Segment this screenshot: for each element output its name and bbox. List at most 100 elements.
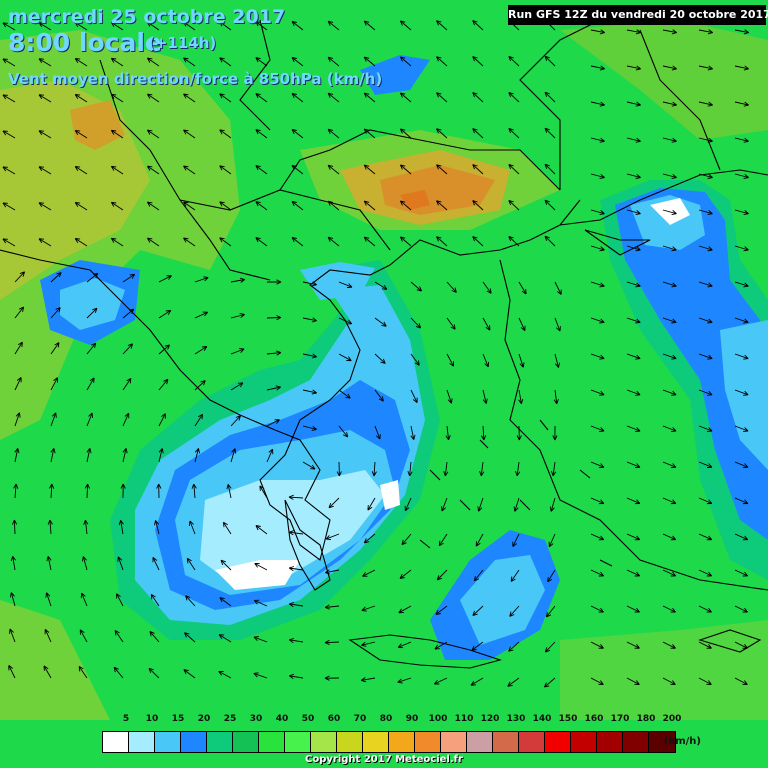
wind-arrow	[183, 93, 196, 103]
wind-arrow	[436, 200, 448, 211]
wind-arrow	[327, 56, 340, 67]
wind-arrow	[734, 29, 750, 35]
wind-arrow	[472, 236, 484, 247]
wind-arrow	[194, 380, 206, 391]
wind-arrow	[147, 93, 160, 103]
wind-arrow	[230, 348, 245, 355]
wind-arrow	[120, 483, 126, 499]
wind-arrow	[544, 55, 556, 67]
wind-arrow	[219, 165, 232, 175]
wind-arrow	[662, 137, 677, 143]
wind-arrow	[327, 128, 340, 139]
wind-arrow	[38, 94, 52, 103]
wind-arrow	[626, 101, 641, 107]
wind-arrow	[325, 569, 340, 575]
legend-swatch	[649, 732, 675, 752]
wind-arrow	[14, 306, 25, 319]
wind-arrow	[74, 58, 88, 67]
wind-arrow	[626, 353, 641, 360]
legend-swatch	[467, 732, 493, 752]
wind-arrow	[398, 605, 412, 614]
wind-arrow	[189, 520, 196, 535]
legend-label: 180	[636, 714, 656, 724]
wind-arrow	[79, 629, 88, 643]
wind-arrow	[734, 317, 749, 324]
wind-arrow	[436, 92, 448, 103]
wind-arrow	[46, 556, 52, 571]
wind-arrow	[374, 281, 388, 290]
wind-arrow	[255, 93, 268, 103]
wind-arrow	[518, 317, 526, 332]
wind-arrow	[8, 665, 16, 679]
wind-arrow	[84, 483, 91, 499]
wind-arrow	[399, 236, 412, 247]
wind-arrow	[81, 556, 88, 571]
wind-arrow	[83, 519, 89, 535]
wind-arrow	[626, 533, 641, 541]
wind-arrow	[399, 164, 412, 175]
wind-arrow	[2, 22, 16, 31]
wind-arrow	[374, 317, 387, 327]
wind-arrow	[219, 201, 232, 211]
wind-arrow	[518, 281, 527, 295]
wind-arrow	[2, 166, 16, 175]
wind-arrow	[291, 92, 304, 103]
wind-arrow	[158, 448, 164, 463]
wind-arrow	[14, 448, 20, 463]
wind-arrow	[336, 461, 342, 477]
wind-arrow	[230, 448, 237, 463]
wind-arrow	[734, 137, 749, 143]
wind-arrow	[186, 557, 196, 571]
wind-arrow	[266, 385, 281, 391]
wind-arrow	[626, 461, 641, 469]
wind-arrow	[302, 389, 317, 395]
wind-arrow	[734, 101, 749, 107]
wind-arrow	[2, 238, 16, 247]
wind-arrow	[436, 164, 448, 175]
wind-arrow	[374, 353, 386, 364]
wind-arrow	[508, 641, 520, 652]
wind-arrow	[38, 202, 52, 211]
wind-arrow	[734, 605, 748, 613]
wind-arrow	[291, 236, 304, 247]
wind-arrow	[38, 238, 52, 247]
wind-arrow	[47, 519, 53, 535]
wind-arrow	[590, 605, 604, 613]
wind-arrow	[122, 412, 130, 427]
wind-arrow	[363, 236, 376, 247]
wind-arrow	[50, 272, 62, 283]
wind-arrow	[590, 101, 605, 107]
wind-arrow	[482, 389, 488, 404]
wind-arrow	[116, 593, 124, 607]
wind-arrow	[698, 29, 714, 35]
wind-arrow	[114, 630, 124, 643]
legend-label: 5	[122, 714, 130, 724]
balkan-coast	[0, 249, 276, 431]
wind-arrow	[147, 21, 160, 31]
wind-arrow	[13, 483, 19, 499]
black-sea-coast	[559, 169, 768, 226]
wind-arrow	[219, 21, 232, 31]
legend-label: 150	[558, 714, 578, 724]
wind-arrow	[363, 92, 376, 103]
wind-arrow	[734, 533, 749, 541]
wind-arrow	[446, 317, 456, 330]
wind-arrow	[481, 425, 487, 441]
wind-arrow	[436, 236, 448, 247]
wind-arrow	[734, 461, 749, 469]
legend-label: 15	[171, 714, 185, 724]
legend-label: 50	[301, 714, 315, 724]
wind-arrow	[662, 533, 677, 541]
wind-arrow	[86, 412, 93, 427]
wind-arrow	[122, 448, 128, 463]
wind-arrow	[472, 200, 484, 211]
wind-arrow	[50, 448, 56, 463]
copyright-text: Copyright 2017 Meteociel.fr	[305, 754, 463, 765]
wind-arrow	[590, 317, 605, 324]
wind-arrow	[626, 497, 641, 505]
wind-arrow	[472, 56, 484, 67]
greece-mainland	[259, 264, 391, 561]
border-3	[279, 129, 421, 191]
wind-arrow	[110, 21, 124, 31]
legend-unit: (km/h)	[664, 736, 701, 747]
